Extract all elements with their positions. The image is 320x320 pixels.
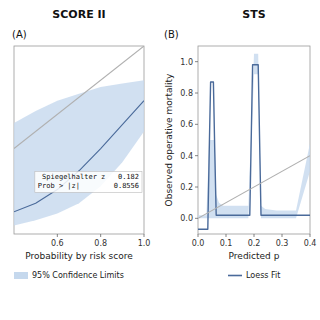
x-tick	[198, 234, 199, 237]
x-tick	[144, 234, 145, 237]
legend-swatch	[14, 272, 28, 279]
x-tick-label: 0.1	[220, 239, 233, 248]
y-tick-label: 0.2	[180, 183, 193, 192]
legend: Loess Fit	[228, 271, 280, 280]
x-tick-label: 0.0	[192, 239, 205, 248]
title: SCORE II	[52, 8, 105, 21]
x-tick-label: 0.2	[248, 239, 261, 248]
annotation-frame	[35, 171, 142, 192]
plot-frame	[14, 46, 144, 234]
annotation-line: Spiegelhalter z 0.182	[42, 173, 139, 181]
x-tick	[100, 234, 101, 237]
y-tick	[195, 124, 198, 125]
y-tick-label: 0.6	[180, 120, 193, 129]
marks	[14, 46, 144, 225]
y-tick	[195, 61, 198, 62]
y-tick-label: 0.4	[180, 152, 193, 161]
x-tick	[226, 234, 227, 237]
x-tick	[254, 234, 255, 237]
x-tick-label: 1.0	[138, 239, 151, 248]
y-tick-label: 0.8	[180, 89, 193, 98]
x-tick	[310, 234, 311, 237]
annotation-line: Prob > |z| 0.8556	[38, 182, 139, 190]
x-axis-label: Predicted p	[229, 251, 280, 261]
y-tick	[195, 218, 198, 219]
x-tick-label: 0.8	[94, 239, 107, 248]
marks	[198, 54, 310, 229]
confidence-band	[14, 80, 144, 225]
x-axis-label: Probability by risk score	[25, 251, 133, 261]
chart-root: 0.6 0.8 1.0 Probability by risk score SCORE …	[0, 0, 320, 320]
y-axis-label: Observed operative mortality	[164, 73, 174, 206]
legend-swatch	[228, 275, 242, 277]
y-tick	[195, 155, 198, 156]
y-tick	[195, 187, 198, 188]
x-tick	[282, 234, 283, 237]
x-tick-label: 0.3	[276, 239, 289, 248]
title: STS	[242, 8, 265, 21]
legend-label: Loess Fit	[246, 271, 280, 280]
x-tick-label: 0.4	[304, 239, 317, 248]
y-tick-label: 0.0	[180, 214, 193, 223]
plot-frame	[198, 46, 310, 234]
subtitle: (A)	[12, 29, 27, 40]
legend: 95% Confidence Limits	[14, 271, 124, 280]
loess-line	[198, 65, 310, 230]
panel: 0.0 0.1 0.2 0.3 0.4 0.0 0.2 0.4 0.6 0.8 1.0 Predict…	[164, 8, 316, 280]
legend-label: 95% Confidence Limits	[32, 271, 124, 280]
series-line	[14, 46, 144, 149]
series-line	[198, 156, 310, 219]
y-tick	[195, 93, 198, 94]
panel: 0.6 0.8 1.0 Probability by risk score SCORE …	[12, 8, 150, 280]
annotation: Spiegelhalter z 0.182Prob > |z| 0.8556	[38, 173, 139, 190]
x-tick-label: 0.6	[51, 239, 64, 248]
x-tick	[57, 234, 58, 237]
subtitle: (B)	[164, 29, 179, 40]
annotation-box: Spiegelhalter z 0.182Prob > |z| 0.8556	[35, 171, 142, 192]
y-tick-label: 1.0	[180, 58, 193, 67]
series-line	[14, 101, 144, 212]
